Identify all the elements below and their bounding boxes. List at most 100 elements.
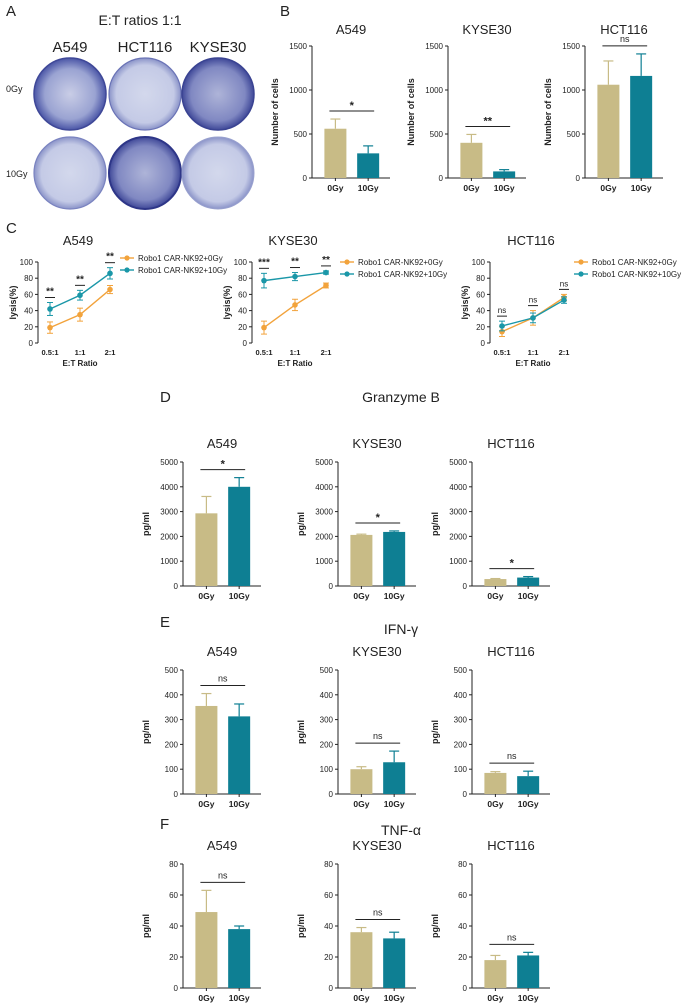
y-axis-label: Number of cells xyxy=(543,78,553,146)
x-tick-label: 10Gy xyxy=(384,591,405,601)
x-tick-label: 0Gy xyxy=(353,591,369,601)
chart-f3: HCT116 0 20 40 60 80 pg/ml 0Gy 10Gy ns xyxy=(430,838,550,1003)
y-axis-label: Number of cells xyxy=(270,78,280,146)
x-tick-label: 0Gy xyxy=(487,591,503,601)
bar xyxy=(195,705,218,794)
chart-title: KYSE30 xyxy=(352,436,401,451)
panel-letter-e: E xyxy=(160,614,170,631)
y-tick-label: 500 xyxy=(165,666,179,675)
significance-label: * xyxy=(510,558,515,570)
y-tick-label: 20 xyxy=(238,323,247,332)
y-tick-label: 0 xyxy=(174,984,179,993)
y-tick-label: 400 xyxy=(320,691,334,700)
y-tick-label: 60 xyxy=(169,891,178,900)
y-tick-label: 0 xyxy=(243,339,248,348)
data-point xyxy=(77,292,83,299)
x-tick-label: 10Gy xyxy=(229,799,250,809)
data-point xyxy=(292,273,298,280)
chart-e3: HCT116 0 100 200 300 400 500 pg/ml 0Gy 10Gy ns xyxy=(430,644,550,809)
section-title-tnf: TNF-α xyxy=(381,822,421,838)
x-tick-label: 10Gy xyxy=(358,183,379,193)
bar xyxy=(228,929,251,988)
y-tick-label: 200 xyxy=(165,740,179,749)
panel-a-title: E:T ratios 1:1 xyxy=(98,12,181,28)
section-title-granzyme: Granzyme B xyxy=(362,389,440,405)
y-tick-label: 4000 xyxy=(160,483,178,492)
y-tick-label: 20 xyxy=(476,323,485,332)
bar xyxy=(460,142,483,178)
y-tick-label: 20 xyxy=(169,953,178,962)
y-tick-label: 300 xyxy=(454,716,468,725)
significance-label: ** xyxy=(106,252,114,263)
y-tick-label: 100 xyxy=(234,258,248,267)
bar xyxy=(630,75,653,178)
y-axis-label: pg/ml xyxy=(141,512,151,536)
y-tick-label: 300 xyxy=(320,716,334,725)
chart-title: HCT116 xyxy=(507,233,554,248)
legend-label: Robo1 CAR-NK92+0Gy xyxy=(358,258,443,267)
y-tick-label: 100 xyxy=(165,765,179,774)
chart-d1: A549 0 1000 2000 3000 4000 5000 pg/ml 0Gy 10Gy * xyxy=(141,436,261,601)
y-tick-label: 2000 xyxy=(449,532,467,541)
significance-label: ns xyxy=(218,674,228,684)
y-axis-label: lysis(%) xyxy=(222,285,232,319)
x-tick-label: 0Gy xyxy=(353,799,369,809)
y-tick-label: 3000 xyxy=(449,508,467,517)
bar xyxy=(383,938,406,988)
x-tick-label: 1:1 xyxy=(528,348,539,357)
bar xyxy=(517,577,540,586)
bar xyxy=(195,513,218,586)
chart-title: A549 xyxy=(207,644,237,659)
y-tick-label: 40 xyxy=(476,307,485,316)
significance-label: ** xyxy=(46,287,54,298)
y-tick-label: 0 xyxy=(174,582,179,591)
data-point xyxy=(107,270,113,277)
y-tick-label: 0 xyxy=(463,984,468,993)
significance-label: ** xyxy=(322,255,330,266)
bar xyxy=(517,955,540,988)
x-tick-label: 0.5:1 xyxy=(41,348,58,357)
x-tick-label: 0.5:1 xyxy=(493,348,510,357)
x-tick-label: 1:1 xyxy=(290,348,301,357)
y-tick-label: 80 xyxy=(324,860,333,869)
y-axis-label: lysis(%) xyxy=(8,285,18,319)
dish-column-label: KYSE30 xyxy=(190,39,247,56)
panel-letter-d: D xyxy=(160,389,171,406)
y-tick-label: 100 xyxy=(454,765,468,774)
chart-title: HCT116 xyxy=(600,22,647,37)
y-axis-label: lysis(%) xyxy=(460,285,470,319)
x-tick-label: 0Gy xyxy=(327,183,343,193)
bar xyxy=(383,531,406,586)
bar xyxy=(228,486,251,586)
x-tick-label: 0Gy xyxy=(463,183,479,193)
colony-dish-image xyxy=(181,136,255,210)
panel-letter-a: A xyxy=(6,3,16,20)
y-tick-label: 40 xyxy=(24,307,33,316)
y-tick-label: 40 xyxy=(324,922,333,931)
data-point xyxy=(47,324,53,331)
bar xyxy=(195,912,218,988)
y-tick-label: 1000 xyxy=(562,86,580,95)
chart-title: KYSE30 xyxy=(352,838,401,853)
legend-label: Robo1 CAR-NK92+10Gy xyxy=(592,270,681,279)
y-tick-label: 1000 xyxy=(425,86,443,95)
chart-e2: KYSE30 0 100 200 300 400 500 pg/ml 0Gy 10Gy ns xyxy=(296,644,416,809)
y-tick-label: 1500 xyxy=(425,42,443,51)
data-point xyxy=(499,323,505,329)
panel-letter-f: F xyxy=(160,816,169,833)
x-tick-label: 1:1 xyxy=(75,348,86,357)
y-tick-label: 20 xyxy=(458,953,467,962)
significance-label: ns xyxy=(620,34,630,44)
significance-label: ns xyxy=(507,751,517,761)
y-tick-label: 40 xyxy=(169,922,178,931)
x-tick-label: 0Gy xyxy=(487,993,503,1003)
y-tick-label: 100 xyxy=(20,258,34,267)
y-tick-label: 2000 xyxy=(160,532,178,541)
chart-b2: KYSE30 0 500 1000 1500 Number of cells 0Gy 10Gy… xyxy=(406,22,526,193)
bar xyxy=(228,716,251,794)
legend-label: Robo1 CAR-NK92+10Gy xyxy=(358,270,447,279)
y-tick-label: 0 xyxy=(576,174,581,183)
x-tick-label: 0.5:1 xyxy=(255,348,272,357)
y-tick-label: 500 xyxy=(430,130,444,139)
